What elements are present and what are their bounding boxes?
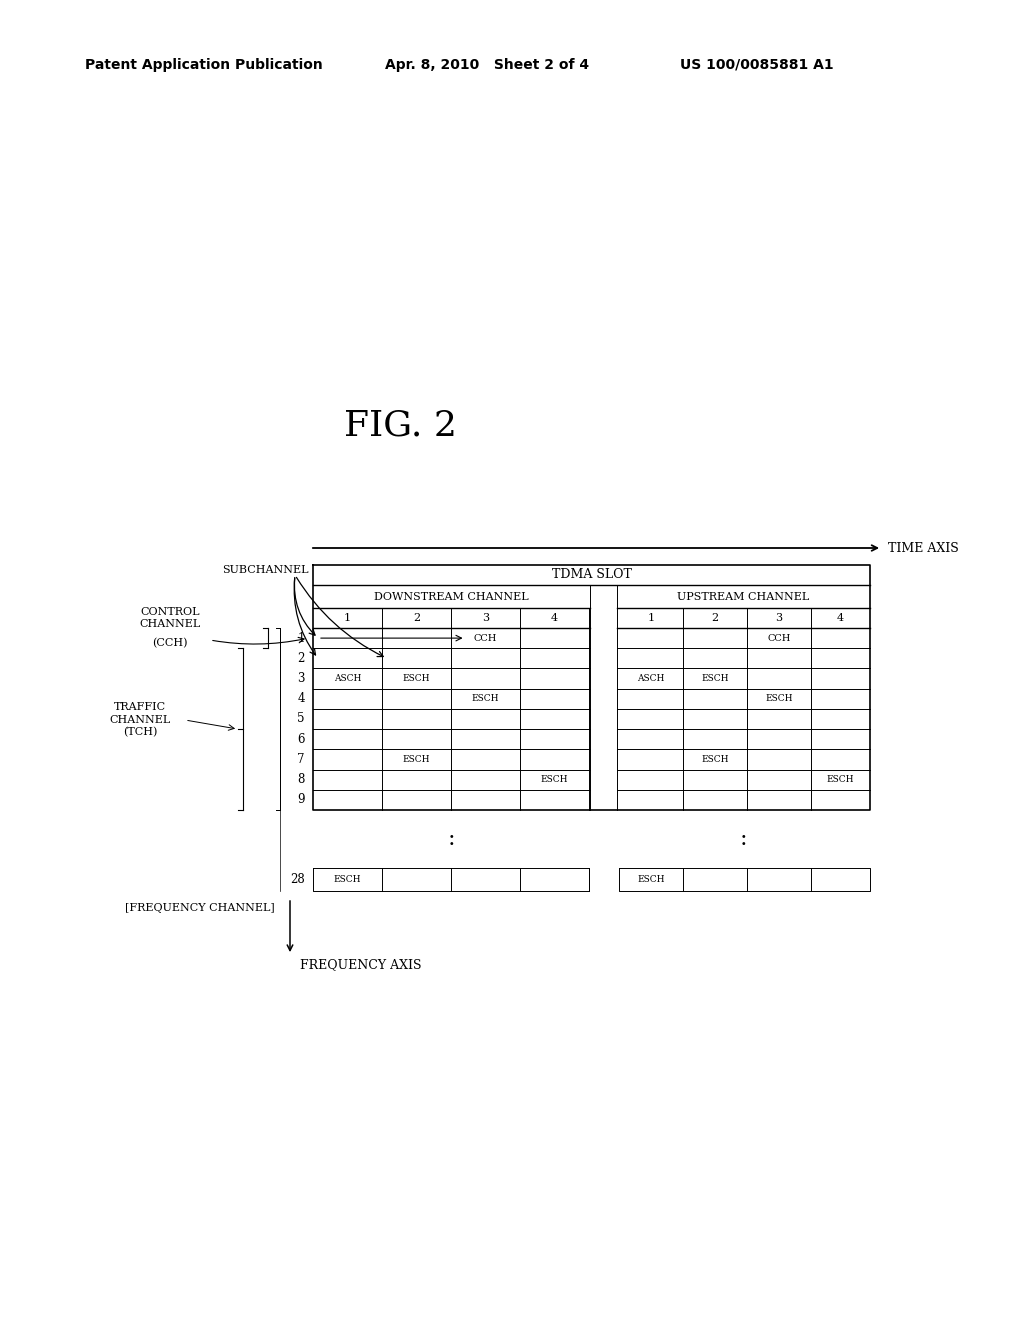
Text: Patent Application Publication: Patent Application Publication [85, 58, 323, 73]
Text: 8: 8 [298, 774, 305, 787]
Text: ESCH: ESCH [701, 675, 729, 682]
Text: ESCH: ESCH [765, 694, 793, 704]
Text: 3: 3 [482, 612, 489, 623]
Text: ESCH: ESCH [541, 775, 568, 784]
Text: US 100/0085881 A1: US 100/0085881 A1 [680, 58, 834, 73]
Text: 6: 6 [298, 733, 305, 746]
Text: FIG. 2: FIG. 2 [344, 408, 457, 442]
Text: :: : [447, 828, 456, 850]
Text: 2: 2 [712, 612, 719, 623]
Text: CCH: CCH [767, 634, 791, 643]
Text: 2: 2 [413, 612, 420, 623]
Text: :: : [739, 828, 748, 850]
Text: CONTROL
CHANNEL: CONTROL CHANNEL [139, 607, 201, 630]
Text: 1: 1 [647, 612, 654, 623]
Text: ASCH: ASCH [637, 675, 665, 682]
Text: TDMA SLOT: TDMA SLOT [552, 569, 632, 582]
Text: [FREQUENCY CHANNEL]: [FREQUENCY CHANNEL] [125, 903, 274, 913]
Text: 4: 4 [551, 612, 558, 623]
Text: ESCH: ESCH [402, 675, 430, 682]
Text: 3: 3 [775, 612, 782, 623]
Text: FREQUENCY AXIS: FREQUENCY AXIS [300, 958, 422, 972]
Text: TRAFFIC
CHANNEL
(TCH): TRAFFIC CHANNEL (TCH) [110, 702, 171, 738]
Text: ESCH: ESCH [701, 755, 729, 764]
Text: ASCH: ASCH [334, 675, 361, 682]
Text: Apr. 8, 2010   Sheet 2 of 4: Apr. 8, 2010 Sheet 2 of 4 [385, 58, 589, 73]
Text: TIME AXIS: TIME AXIS [888, 541, 958, 554]
Text: ESCH: ESCH [826, 775, 854, 784]
Text: ESCH: ESCH [402, 755, 430, 764]
Text: ESCH: ESCH [472, 694, 500, 704]
Text: 5: 5 [298, 713, 305, 726]
Text: 4: 4 [298, 692, 305, 705]
Text: CCH: CCH [474, 634, 498, 643]
Text: 1: 1 [298, 631, 305, 644]
Text: UPSTREAM CHANNEL: UPSTREAM CHANNEL [677, 591, 810, 602]
Text: (CCH): (CCH) [153, 638, 187, 648]
Text: DOWNSTREAM CHANNEL: DOWNSTREAM CHANNEL [374, 591, 528, 602]
Text: 7: 7 [298, 752, 305, 766]
Text: 2: 2 [298, 652, 305, 665]
Text: SUBCHANNEL: SUBCHANNEL [222, 565, 309, 576]
Text: 3: 3 [298, 672, 305, 685]
Text: 1: 1 [344, 612, 351, 623]
Text: 28: 28 [290, 873, 305, 886]
Text: ESCH: ESCH [637, 875, 665, 884]
Text: ESCH: ESCH [334, 875, 361, 884]
Text: 4: 4 [837, 612, 844, 623]
Text: 9: 9 [298, 793, 305, 807]
